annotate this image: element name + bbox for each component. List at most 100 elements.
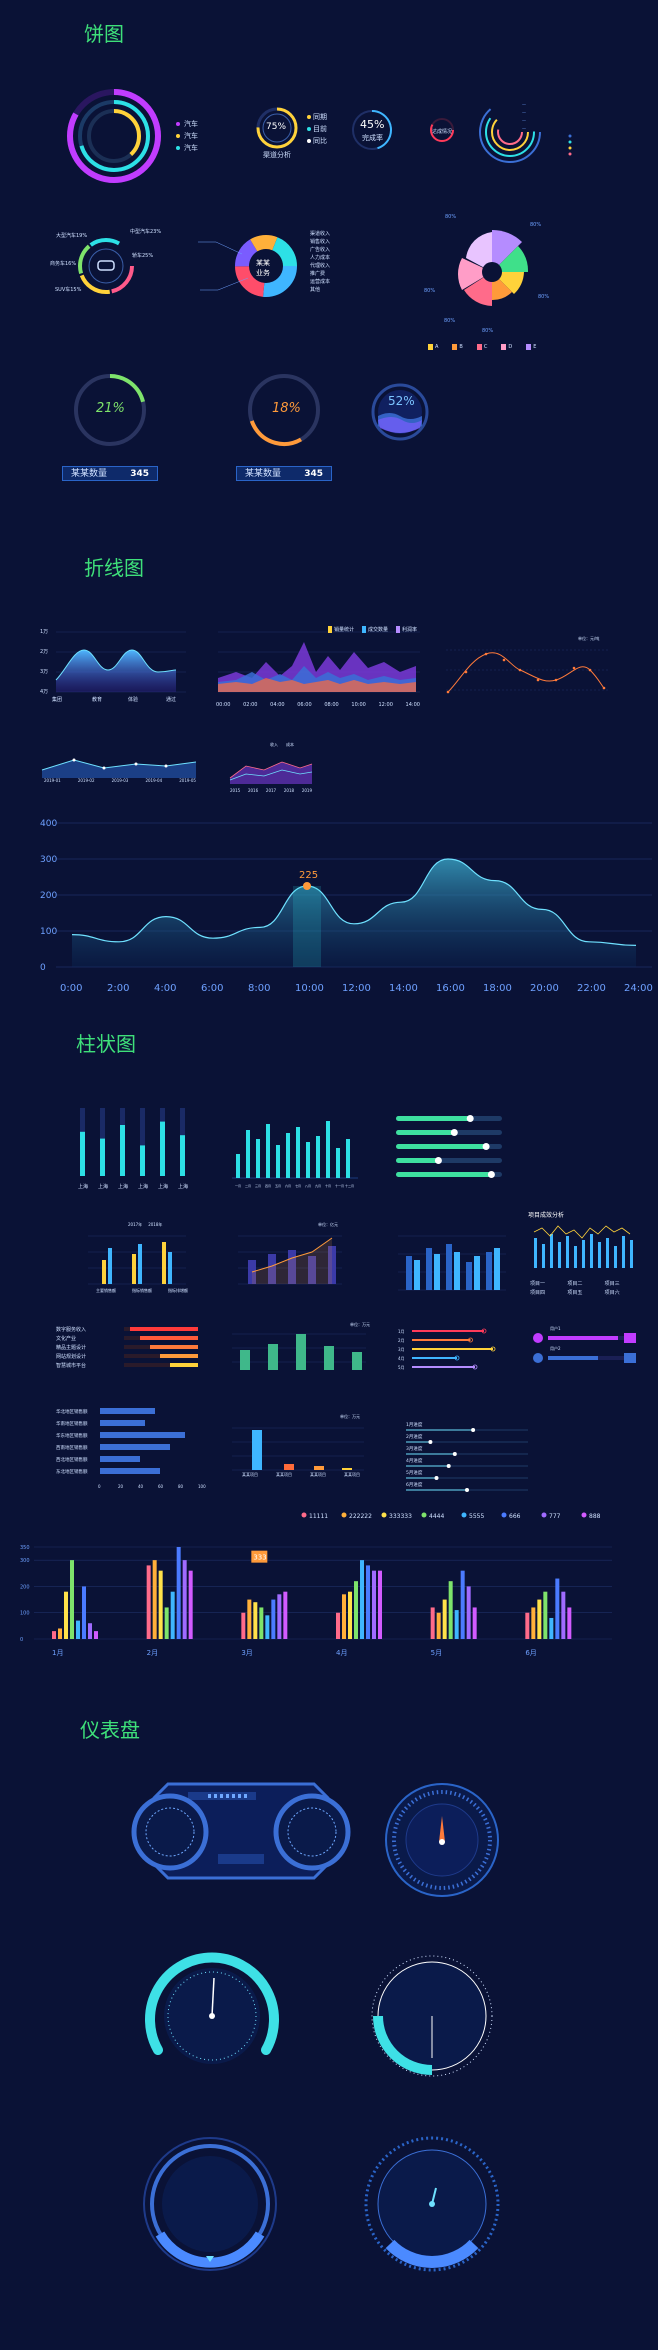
bar [360, 1560, 364, 1639]
years-area [229, 761, 313, 784]
red-line-bars: 1月 2月 3月 4月 5月 [398, 1328, 496, 1370]
x-tick-label: 2:00 [107, 983, 129, 994]
bar [182, 1560, 187, 1639]
multi-legend-item: 利润率 [396, 626, 417, 633]
multi-legend-item: 销量统计 [328, 626, 354, 633]
svg-text:80%: 80% [530, 222, 541, 228]
bar-track [140, 1108, 145, 1176]
bar [266, 1124, 270, 1178]
rose-legend-item: E [526, 344, 536, 350]
slider-handle [434, 1476, 439, 1480]
proj-title: 项目成效分析 [528, 1212, 565, 1219]
area-fill [72, 859, 636, 967]
series-line [71, 858, 637, 946]
gauge18-label: 某某数量 [245, 469, 282, 479]
x-tick-label: 上海 [158, 1183, 168, 1190]
ring2-caption: 渠道分析 [263, 151, 291, 159]
bar [271, 1599, 276, 1639]
bar [259, 1607, 264, 1639]
dual-dial-panel [131, 1782, 351, 1880]
cylinder-bar-chart [398, 1235, 506, 1291]
thin-bar-chart: 一月 二月 三月 四月 五月 六月 七月 八月 九月 十月 十一月 十二月 [232, 1121, 358, 1188]
bar [366, 1565, 370, 1639]
multi-legend: 销量统计 成交数量 利润率 [328, 626, 417, 633]
bar [561, 1591, 566, 1639]
bar [265, 1615, 270, 1639]
cyan-gauge [145, 1952, 279, 2064]
x-tick-label: 20:00 [530, 983, 559, 994]
bar [549, 1617, 554, 1639]
x-tick-label: 一月 [235, 1184, 241, 1188]
bar [466, 1586, 471, 1639]
progress-fill [396, 1158, 439, 1163]
legend-marker [421, 1512, 427, 1518]
car-label-3: 商务车16% [50, 261, 77, 267]
bar [354, 1581, 358, 1639]
bar [246, 1130, 250, 1178]
donut-legend-item: 人力成本 [310, 255, 331, 261]
x-tick-label: 22:00 [577, 983, 606, 994]
gold-legend-item: 2018年 [148, 1222, 163, 1227]
years-xticks: 2015 2016 2017 2018 2019 [230, 788, 312, 793]
small-blue-xtick: 2019-02 [77, 778, 95, 783]
x-tick-label: 10:00 [295, 983, 324, 994]
hbar-red-chart [124, 1327, 198, 1367]
bar [70, 1560, 74, 1639]
hbar-red-label: 数字服务收入 [56, 1327, 87, 1333]
x-tick-label: 60 [158, 1484, 164, 1489]
slider-handle [471, 1428, 476, 1432]
hbar-red-labels: 数字服务收入 文化产业 精品主题设计 网站规划设计 智慧城市平台 [56, 1326, 86, 1371]
slider-handle [452, 1452, 457, 1456]
ring1-legend-3: 汽车 [184, 144, 198, 152]
x-tick-label: 2月 [147, 1649, 158, 1657]
y-tick-label: 300 [20, 1558, 30, 1564]
progress-fill [396, 1144, 487, 1149]
gauge18-num: 345 [304, 469, 323, 479]
bar [460, 1570, 465, 1639]
gauge52-value: 52% [388, 394, 415, 408]
x-tick-label: 100 [198, 1484, 206, 1489]
donut-legend: 渠道收入 销售收入 广告收入 人力成本 代理收入 推广费 运营成本 其他 [310, 230, 330, 294]
ring4-caption: 达成情况 [432, 129, 453, 135]
green-bar-chart [232, 1333, 366, 1370]
legend-label: 666 [509, 1513, 521, 1520]
bar-label: 华东地区销售额 [56, 1432, 88, 1439]
slider-handle [428, 1440, 433, 1444]
bar-label: 东北地区销售额 [56, 1468, 88, 1475]
rose-legend-item: C [476, 344, 487, 350]
bar-label: 西南地区销售额 [56, 1444, 88, 1451]
slider-label: 2月进度 [406, 1433, 423, 1440]
x-tick-label: 三月 [255, 1184, 261, 1188]
gold-bar-chart [88, 1235, 186, 1285]
bar [158, 1570, 163, 1639]
bar-label: 华北地区销售额 [56, 1408, 88, 1415]
multi-xtick: 14:00 [405, 702, 420, 708]
data-point [303, 882, 311, 890]
bar [100, 1408, 155, 1414]
progress-handle [434, 1157, 442, 1164]
x-tick-label: 七月 [295, 1183, 301, 1188]
donut-legend-item: 代理收入 [310, 263, 331, 269]
bar [372, 1570, 376, 1639]
bar [543, 1591, 548, 1639]
donut-legend-item: 销售收入 [310, 239, 331, 245]
bar [100, 1456, 140, 1462]
bar [94, 1631, 98, 1639]
area1-ytick: 2万 [40, 649, 49, 655]
bar [146, 1565, 151, 1639]
legend-label: 777 [549, 1513, 561, 1520]
bar [567, 1607, 572, 1639]
x-tick-label: 五月 [275, 1184, 281, 1188]
donut-legend-item: 运营成本 [310, 279, 331, 285]
legend-marker [541, 1512, 547, 1518]
bar-label: 2月 [398, 1338, 405, 1343]
years-xtick: 2015 [230, 788, 241, 793]
svg-text:—: — [522, 118, 526, 123]
combo-caption: 单位：亿元 [318, 1222, 338, 1227]
x-tick-label: 四月 [265, 1184, 271, 1188]
svg-text:—: — [522, 102, 526, 107]
x-tick-label: 6月 [525, 1649, 536, 1657]
bar [247, 1599, 252, 1639]
x-tick-label: 上海 [98, 1183, 108, 1190]
x-tick-label: 上海 [138, 1183, 148, 1190]
